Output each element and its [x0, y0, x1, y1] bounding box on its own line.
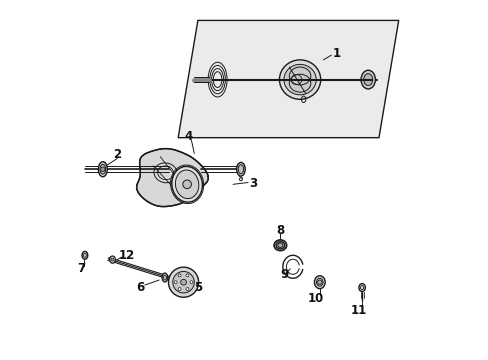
Circle shape: [180, 279, 186, 285]
Ellipse shape: [109, 256, 115, 263]
Text: 11: 11: [350, 305, 366, 318]
Ellipse shape: [276, 242, 284, 249]
Text: 12: 12: [119, 249, 135, 262]
Text: 10: 10: [307, 292, 324, 305]
Circle shape: [190, 281, 192, 284]
Circle shape: [185, 288, 188, 291]
Text: 7: 7: [77, 262, 85, 275]
Text: 3: 3: [249, 177, 257, 190]
Text: 1: 1: [332, 47, 341, 60]
Ellipse shape: [274, 240, 286, 251]
Ellipse shape: [238, 165, 243, 174]
Circle shape: [185, 274, 188, 277]
Ellipse shape: [358, 284, 365, 292]
Circle shape: [183, 180, 191, 189]
Text: 6: 6: [136, 281, 144, 294]
Ellipse shape: [279, 60, 320, 99]
Ellipse shape: [360, 70, 375, 89]
Circle shape: [172, 271, 194, 293]
Text: 4: 4: [184, 130, 193, 144]
Circle shape: [317, 280, 321, 284]
Circle shape: [178, 274, 181, 277]
Text: 2: 2: [113, 148, 121, 161]
Polygon shape: [178, 21, 398, 138]
Ellipse shape: [314, 276, 325, 289]
Circle shape: [101, 167, 105, 171]
Ellipse shape: [236, 162, 244, 176]
Circle shape: [111, 258, 114, 261]
Ellipse shape: [162, 273, 167, 282]
Ellipse shape: [284, 64, 316, 95]
Text: 5: 5: [194, 281, 203, 294]
Circle shape: [168, 267, 198, 297]
Text: 9: 9: [280, 268, 288, 281]
Ellipse shape: [163, 275, 166, 280]
Text: 8: 8: [276, 224, 284, 237]
Ellipse shape: [175, 170, 199, 199]
Ellipse shape: [363, 74, 372, 86]
Circle shape: [178, 288, 181, 291]
Ellipse shape: [100, 165, 105, 174]
Ellipse shape: [277, 243, 282, 247]
Ellipse shape: [171, 166, 202, 202]
Polygon shape: [136, 149, 208, 207]
Ellipse shape: [82, 251, 88, 259]
Ellipse shape: [316, 278, 323, 286]
Ellipse shape: [98, 162, 107, 177]
Circle shape: [174, 281, 177, 284]
